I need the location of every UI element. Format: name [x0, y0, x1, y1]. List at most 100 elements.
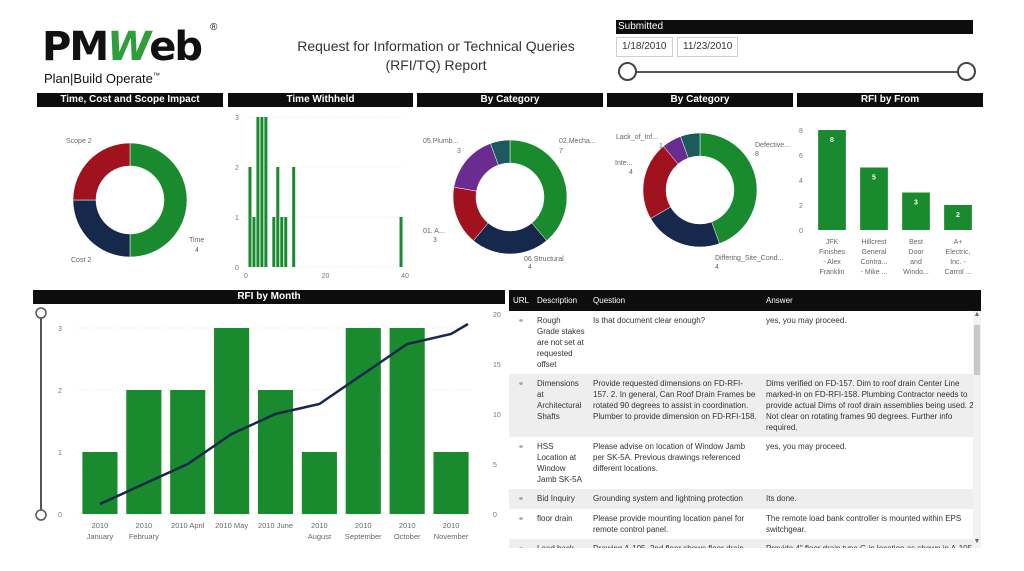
month-y2-tick: 5 — [493, 462, 497, 469]
month-bar — [170, 390, 206, 514]
date-range-slider[interactable] — [618, 62, 976, 82]
cat1-label: 01. A... — [423, 228, 445, 235]
link-icon[interactable]: ⚭ — [518, 516, 524, 523]
withheld-bar — [272, 217, 276, 267]
report-title-line2: (RFI/TQ) Report — [385, 57, 487, 73]
month-y2-tick: 15 — [493, 362, 501, 369]
withheld-bar — [280, 217, 284, 267]
withheld-y-tick: 3 — [235, 115, 239, 122]
link-icon[interactable]: ⚭ — [509, 539, 534, 548]
impact-donut-chart[interactable]: Time 4 Cost 2 Scope 2 — [37, 110, 223, 270]
cat2-label: Lack_of_Inf... — [616, 134, 658, 141]
rfi-by-month-chart[interactable]: 0 1 2 3 0 5 10 15 20 2010 January 2010 February 2010 … — [28, 304, 510, 549]
from-value-label: 5 — [872, 175, 876, 182]
scroll-up-arrow[interactable]: ▲ — [973, 311, 981, 318]
withheld-bar — [264, 117, 268, 267]
withheld-bar — [260, 117, 264, 267]
cat1-label: 02.Mecha... — [559, 138, 596, 145]
cell-answer: yes, you may proceed. — [766, 442, 847, 451]
impact-slice — [72, 199, 131, 258]
time-withheld-chart[interactable]: 0 1 2 3 0 20 40 — [228, 108, 413, 284]
from-value-label: 2 — [956, 212, 960, 219]
from-category-label: Windo... — [903, 269, 929, 276]
col-description[interactable]: Description — [533, 290, 590, 311]
month-y2-tick: 20 — [493, 312, 501, 319]
logo-pm: PM — [42, 24, 109, 70]
slider-end-handle[interactable] — [957, 62, 976, 81]
from-bar — [902, 192, 930, 230]
cell-answer: Its done. — [762, 489, 981, 509]
scroll-thumb[interactable] — [974, 325, 980, 375]
withheld-bar — [252, 217, 256, 267]
col-url[interactable]: URL — [509, 290, 534, 311]
link-icon[interactable]: ⚭ — [518, 318, 524, 325]
from-category-label: and — [910, 259, 922, 266]
table-row[interactable]: ⚭Load back remote control panelDrawing A… — [509, 539, 981, 548]
from-y-tick: 6 — [799, 153, 803, 160]
rfi-table: URL Description Question Answer ⚭ Rough G… — [509, 290, 981, 548]
cell-question: Grounding system and lightning protectio… — [589, 489, 763, 509]
withheld-y-tick: 2 — [235, 165, 239, 172]
month-category-label: January — [87, 532, 114, 541]
from-bar — [818, 130, 846, 230]
withheld-x-tick: 20 — [322, 273, 330, 280]
table-row[interactable]: ⚭ Bid Inquiry Grounding system and lightni… — [509, 489, 981, 509]
withheld-bar — [399, 217, 403, 267]
from-value-label: 8 — [830, 137, 834, 144]
logo-eb: eb — [149, 24, 203, 70]
from-category-label: Contra... — [861, 259, 888, 266]
month-bar — [214, 328, 250, 514]
month-category-label: November — [434, 532, 469, 541]
month-category-label: August — [308, 532, 332, 541]
cell-desc: Dimensions at Architectural Shafts — [533, 374, 590, 437]
month-y-tick: 2 — [58, 388, 62, 395]
rfi-table-container[interactable]: URL Description Question Answer ⚭ Rough G… — [509, 290, 981, 548]
month-bar — [389, 328, 425, 514]
col-question[interactable]: Question — [589, 290, 763, 311]
month-y2-tick: 10 — [493, 412, 501, 419]
category2-donut-chart[interactable]: Lack_of_Inf...1 Defective... 8 Inte... 4 Diff… — [607, 110, 793, 275]
cat1-label: 06.Structural — [524, 256, 564, 263]
withheld-bar — [284, 217, 288, 267]
table-row[interactable]: ⚭ Rough Grade stakes are not set at reque… — [509, 311, 981, 374]
slider-start-handle[interactable] — [618, 62, 637, 81]
col-answer[interactable]: Answer — [762, 290, 981, 311]
report-title: Request for Information or Technical Que… — [266, 37, 606, 75]
month-category-label: 2010 — [311, 521, 328, 530]
pmweb-logo: PMWeb ® Plan|Build Operate™ — [42, 22, 232, 94]
withheld-panel-header: Time Withheld — [228, 93, 413, 107]
from-category-label: General — [862, 249, 887, 256]
link-icon[interactable]: ⚭ — [518, 444, 524, 451]
impact-label: Cost 2 — [71, 257, 91, 264]
month-category-label: February — [129, 532, 159, 541]
from-category-label: JFK — [826, 239, 839, 246]
table-scrollbar[interactable]: ▲ ▼ — [973, 311, 981, 548]
from-panel-header: RFI by From — [797, 93, 983, 107]
from-category-label: Electric, — [946, 249, 971, 256]
month-bar — [82, 452, 118, 514]
withheld-bar — [256, 117, 260, 267]
link-icon[interactable]: ⚭ — [509, 374, 534, 437]
cat1-slice — [509, 139, 568, 242]
end-date-input[interactable]: 11/23/2010 — [677, 37, 739, 57]
cell-answer: Dims verified on FD-157. Dim to roof dra… — [762, 374, 981, 437]
month-bar — [301, 452, 337, 514]
table-row[interactable]: ⚭ Dimensions at Architectural Shafts Provi… — [509, 374, 981, 437]
from-category-label: Carrol ... — [945, 269, 972, 276]
start-date-input[interactable]: 1/18/2010 — [616, 37, 673, 57]
link-icon[interactable]: ⚭ — [509, 489, 534, 509]
impact-label: Time — [189, 237, 204, 244]
logo-tm: ™ — [152, 72, 160, 80]
table-row[interactable]: ⚭ HSS Location at Window Jamb SK-5A Please… — [509, 437, 981, 489]
scroll-down-arrow[interactable]: ▼ — [973, 538, 981, 545]
from-bar — [944, 205, 972, 230]
category1-donut-chart[interactable]: 05.Plumb... 3 02.Mecha... 7 01. A... 3 06.Stru… — [417, 110, 603, 270]
category1-panel-header: By Category — [417, 93, 603, 107]
month-category-label: 2010 — [355, 521, 372, 530]
withheld-y-tick: 1 — [235, 215, 239, 222]
from-y-tick: 4 — [799, 178, 803, 185]
table-row[interactable]: ⚭ floor drain Please provide mounting loca… — [509, 509, 981, 539]
from-category-label: Door — [908, 249, 924, 256]
submitted-filter-label: Submitted — [618, 21, 664, 32]
rfi-by-from-chart[interactable]: 0 2 4 6 8 8 JFK Finishes - Alex Franklin 5 Hillcres… — [797, 110, 983, 285]
